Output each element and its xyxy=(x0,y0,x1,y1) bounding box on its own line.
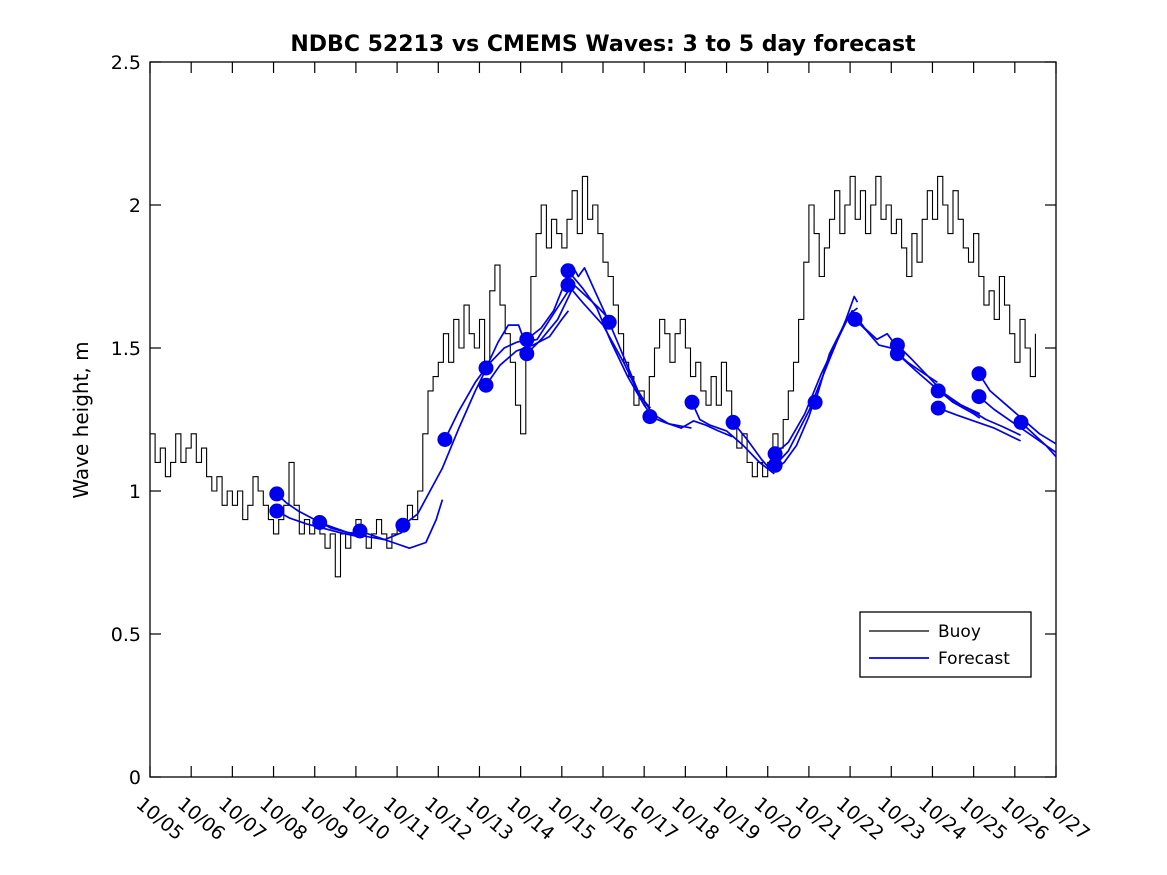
forecast-line xyxy=(937,407,1021,442)
y-tick-label: 1 xyxy=(129,481,141,503)
legend-buoy-label: Buoy xyxy=(938,622,981,642)
forecast-marker xyxy=(725,414,741,430)
y-tick-label: 2 xyxy=(129,195,141,217)
forecast-marker xyxy=(847,311,863,327)
forecast-marker xyxy=(560,263,576,279)
forecast-marker xyxy=(889,346,905,362)
forecast-line xyxy=(774,295,859,466)
buoy-line xyxy=(150,175,1036,578)
forecast-marker xyxy=(519,331,535,347)
forecast-marker xyxy=(1013,414,1029,430)
y-tick-label: 0.5 xyxy=(111,624,141,646)
legend: Buoy Forecast xyxy=(859,611,1032,678)
forecast-line xyxy=(774,307,859,455)
forecast-marker xyxy=(478,360,494,376)
forecast-marker xyxy=(601,314,617,330)
forecast-marker xyxy=(560,277,576,293)
forecast-line xyxy=(978,373,1057,445)
forecast-marker xyxy=(269,486,285,502)
forecast-marker xyxy=(684,394,700,410)
forecast-line xyxy=(691,401,775,475)
y-tick-label: 1.5 xyxy=(111,338,141,360)
forecast-marker xyxy=(971,366,987,382)
forecast-marker xyxy=(930,383,946,399)
y-axis-label: Wave height, m xyxy=(69,341,93,498)
legend-box xyxy=(859,611,1032,678)
forecast-line xyxy=(402,370,486,526)
forecast-marker xyxy=(767,457,783,473)
forecast-marker xyxy=(478,377,494,393)
y-tick-label: 0 xyxy=(129,767,141,789)
axis-ticks: 10/0510/0610/0710/0810/0910/1010/1110/12… xyxy=(111,52,1094,845)
forecast-marker xyxy=(395,517,411,533)
forecast-marker xyxy=(519,346,535,362)
forecast-marker xyxy=(807,394,823,410)
legend-forecast-label: Forecast xyxy=(938,649,1010,669)
forecast-marker xyxy=(312,515,328,530)
forecast-marker xyxy=(642,409,658,425)
y-tick-label: 2.5 xyxy=(111,52,141,74)
forecast-marker xyxy=(437,432,453,447)
forecast-line xyxy=(359,499,444,550)
forecast-marker xyxy=(930,400,946,416)
forecast-marker xyxy=(269,503,285,519)
forecast-line xyxy=(567,270,652,415)
data-series xyxy=(150,175,1057,578)
forecast-marker xyxy=(971,389,987,405)
forecast-marker xyxy=(767,446,783,462)
forecast-line xyxy=(485,310,570,386)
x-tick-label: 10/27 xyxy=(1038,793,1094,845)
chart-title: NDBC 52213 vs CMEMS Waves: 3 to 5 day fo… xyxy=(290,32,916,57)
forecast-line xyxy=(485,290,570,369)
forecast-marker xyxy=(352,523,368,539)
forecast-line xyxy=(1020,421,1057,458)
forecast-line xyxy=(649,415,733,438)
forecast-line xyxy=(937,390,1021,436)
